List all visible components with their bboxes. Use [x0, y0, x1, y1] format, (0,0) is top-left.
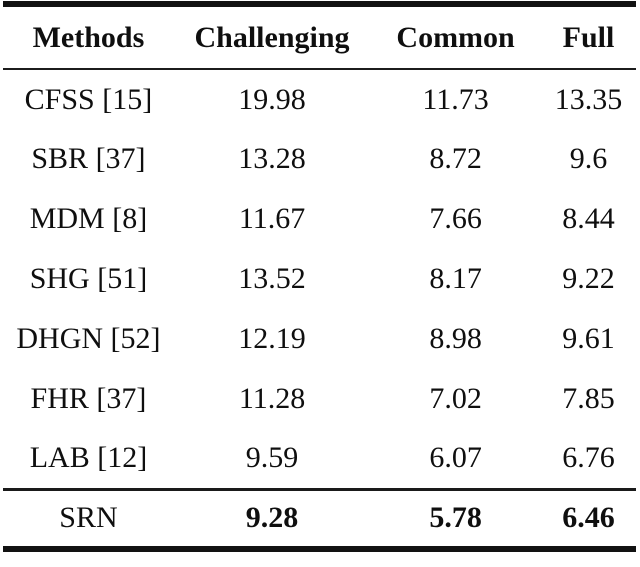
value-cell: 6.07	[429, 441, 482, 475]
table-row: LAB [12] 9.59 6.07 6.76	[3, 429, 636, 489]
table-body: CFSS [15] 19.98 11.73 13.35 SBR [37] 13.…	[3, 69, 636, 549]
value-cell: 8.98	[429, 322, 482, 355]
value-cell: 11.67	[238, 202, 306, 235]
table-row: CFSS [15] 19.98 11.73 13.35	[3, 69, 636, 129]
value-cell: 13.35	[554, 82, 623, 116]
value-cell: 9.28	[245, 501, 299, 535]
value-cell: 5.78	[429, 501, 482, 535]
method-cell: CFSS [15]	[24, 82, 153, 116]
value-cell: 12.19	[238, 322, 306, 355]
table-row: SHG [51] 13.52 8.17 9.22	[3, 249, 636, 309]
value-cell: 13.28	[238, 142, 306, 175]
value-cell: 11.28	[238, 382, 306, 415]
column-header-common: Common	[370, 4, 542, 70]
column-header-challenging: Challenging	[173, 4, 371, 70]
value-cell: 8.17	[429, 262, 482, 295]
table-header: Methods Challenging Common Full	[3, 4, 636, 70]
value-cell: 8.44	[562, 202, 615, 235]
value-cell: 8.72	[429, 142, 482, 175]
table-row: FHR [37] 11.28 7.02 7.85	[3, 369, 636, 429]
method-cell: SBR [37]	[31, 142, 146, 175]
value-cell: 7.02	[429, 382, 482, 415]
value-cell: 7.85	[562, 382, 615, 415]
value-cell: 9.6	[569, 142, 608, 175]
method-cell: SRN	[59, 501, 118, 535]
table-row: SBR [37] 13.28 8.72 9.6	[3, 129, 636, 189]
method-cell: MDM [8]	[29, 202, 148, 235]
value-cell: 9.61	[562, 322, 615, 355]
table-row: MDM [8] 11.67 7.66 8.44	[3, 189, 636, 249]
value-cell: 13.52	[238, 262, 306, 295]
value-cell: 6.46	[562, 501, 615, 535]
column-header-full: Full	[541, 4, 636, 70]
header-row: Methods Challenging Common Full	[3, 4, 636, 70]
value-cell: 11.73	[422, 82, 489, 116]
value-cell: 6.76	[562, 441, 615, 475]
method-cell: SHG [51]	[29, 262, 148, 295]
method-cell: LAB [12]	[29, 441, 148, 475]
column-header-methods: Methods	[3, 4, 174, 70]
value-cell: 9.22	[562, 262, 615, 295]
value-cell: 9.59	[245, 441, 299, 475]
table-row: DHGN [52] 12.19 8.98 9.61	[3, 309, 636, 369]
method-cell: DHGN [52]	[16, 322, 161, 355]
table-row-srn: SRN 9.28 5.78 6.46	[3, 489, 636, 549]
method-cell: FHR [37]	[30, 382, 147, 415]
value-cell: 7.66	[429, 202, 482, 235]
results-table: Methods Challenging Common Full CFSS [15…	[3, 1, 636, 552]
value-cell: 19.98	[238, 82, 306, 116]
